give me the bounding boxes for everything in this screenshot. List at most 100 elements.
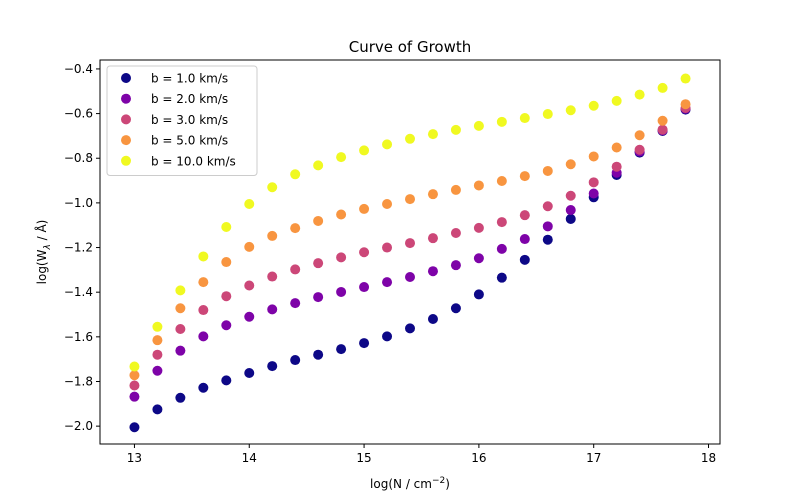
- data-point: [496, 243, 507, 254]
- legend-label: b = 1.0 km/s: [151, 72, 228, 86]
- data-point: [588, 177, 599, 188]
- data-point: [588, 188, 599, 199]
- y-axis-label: log(Wλ / Å): [34, 220, 53, 285]
- legend-marker: [121, 135, 131, 146]
- data-point: [221, 375, 232, 386]
- data-point: [336, 252, 347, 263]
- data-point: [473, 222, 484, 233]
- data-point: [382, 242, 393, 253]
- x-axis: 13 14 15 16 17 18: [127, 444, 716, 465]
- data-point: [129, 370, 140, 381]
- data-point: [336, 152, 347, 163]
- series-4: [129, 99, 691, 381]
- data-point: [359, 203, 370, 214]
- data-point: [152, 365, 163, 376]
- data-point: [221, 257, 232, 268]
- y-axis-label-end: / Å): [34, 220, 49, 245]
- data-point: [129, 391, 140, 402]
- legend-label: b = 5.0 km/s: [151, 134, 228, 148]
- y-tick-label: −0.6: [64, 107, 93, 121]
- legend-marker: [121, 114, 131, 125]
- data-point: [198, 305, 209, 316]
- data-point: [657, 124, 668, 135]
- data-point: [336, 286, 347, 297]
- data-point: [175, 324, 186, 335]
- data-point: [244, 241, 255, 252]
- x-axis-label-end: ): [445, 477, 450, 491]
- data-point: [450, 303, 461, 314]
- data-point: [267, 271, 278, 282]
- data-point: [267, 304, 278, 315]
- data-point: [496, 272, 507, 283]
- data-point: [427, 233, 438, 244]
- data-point: [473, 289, 484, 300]
- data-point: [244, 311, 255, 322]
- data-point: [313, 292, 324, 303]
- y-tick-label: −0.4: [64, 62, 93, 76]
- data-point: [565, 205, 576, 216]
- data-point: [519, 171, 530, 182]
- data-point: [290, 355, 301, 366]
- data-point: [244, 199, 255, 209]
- chart-title: Curve of Growth: [349, 38, 472, 56]
- data-point: [129, 422, 140, 433]
- data-point: [152, 321, 163, 332]
- data-point: [359, 282, 370, 293]
- data-point: [473, 253, 484, 264]
- data-point: [542, 109, 553, 120]
- data-point: [450, 124, 461, 135]
- data-point: [313, 215, 324, 226]
- data-point: [680, 99, 691, 110]
- data-point: [496, 116, 507, 127]
- x-axis-label-main: log(N / cm: [370, 477, 432, 491]
- y-tick-label: −1.2: [64, 241, 93, 255]
- x-tick-label: 15: [356, 451, 371, 465]
- y-tick-label: −0.8: [64, 151, 93, 165]
- data-point: [359, 247, 370, 258]
- y-tick-label: −2.0: [64, 419, 93, 433]
- legend-marker: [121, 93, 131, 104]
- legend-label: b = 10.0 km/s: [151, 154, 236, 168]
- data-point: [588, 151, 599, 162]
- x-tick-label: 13: [127, 451, 142, 465]
- data-point: [450, 260, 461, 271]
- data-point: [450, 184, 461, 195]
- legend-box: [106, 65, 258, 176]
- data-point: [382, 199, 393, 209]
- data-point: [313, 160, 324, 171]
- data-point: [198, 277, 209, 288]
- data-point: [542, 201, 553, 212]
- series-3: [129, 103, 691, 391]
- data-point: [221, 221, 232, 232]
- data-point: [129, 361, 140, 372]
- data-point: [152, 404, 163, 415]
- data-point: [588, 100, 599, 111]
- data-point: [634, 89, 645, 100]
- data-point: [244, 280, 255, 291]
- data-point: [519, 254, 530, 265]
- data-point: [405, 133, 415, 144]
- data-point: [427, 313, 438, 324]
- x-tick-label: 18: [701, 451, 716, 465]
- y-tick-label: −1.8: [64, 374, 93, 388]
- y-axis-label-sub: λ: [43, 244, 53, 250]
- data-point: [565, 190, 576, 201]
- data-point: [382, 331, 393, 342]
- x-axis-label-sup: −2: [432, 476, 445, 486]
- data-point: [267, 182, 278, 193]
- data-point: [542, 234, 553, 245]
- data-point: [175, 285, 186, 296]
- plot-area: [129, 73, 691, 433]
- data-point: [542, 221, 553, 232]
- data-point: [611, 142, 622, 153]
- data-point: [634, 144, 645, 155]
- data-point: [405, 323, 415, 334]
- data-point: [565, 105, 576, 116]
- data-point: [221, 291, 232, 302]
- data-point: [473, 120, 484, 131]
- data-point: [267, 230, 278, 241]
- data-point: [129, 380, 140, 391]
- data-point: [427, 129, 438, 140]
- data-point: [313, 258, 324, 269]
- data-point: [290, 169, 301, 180]
